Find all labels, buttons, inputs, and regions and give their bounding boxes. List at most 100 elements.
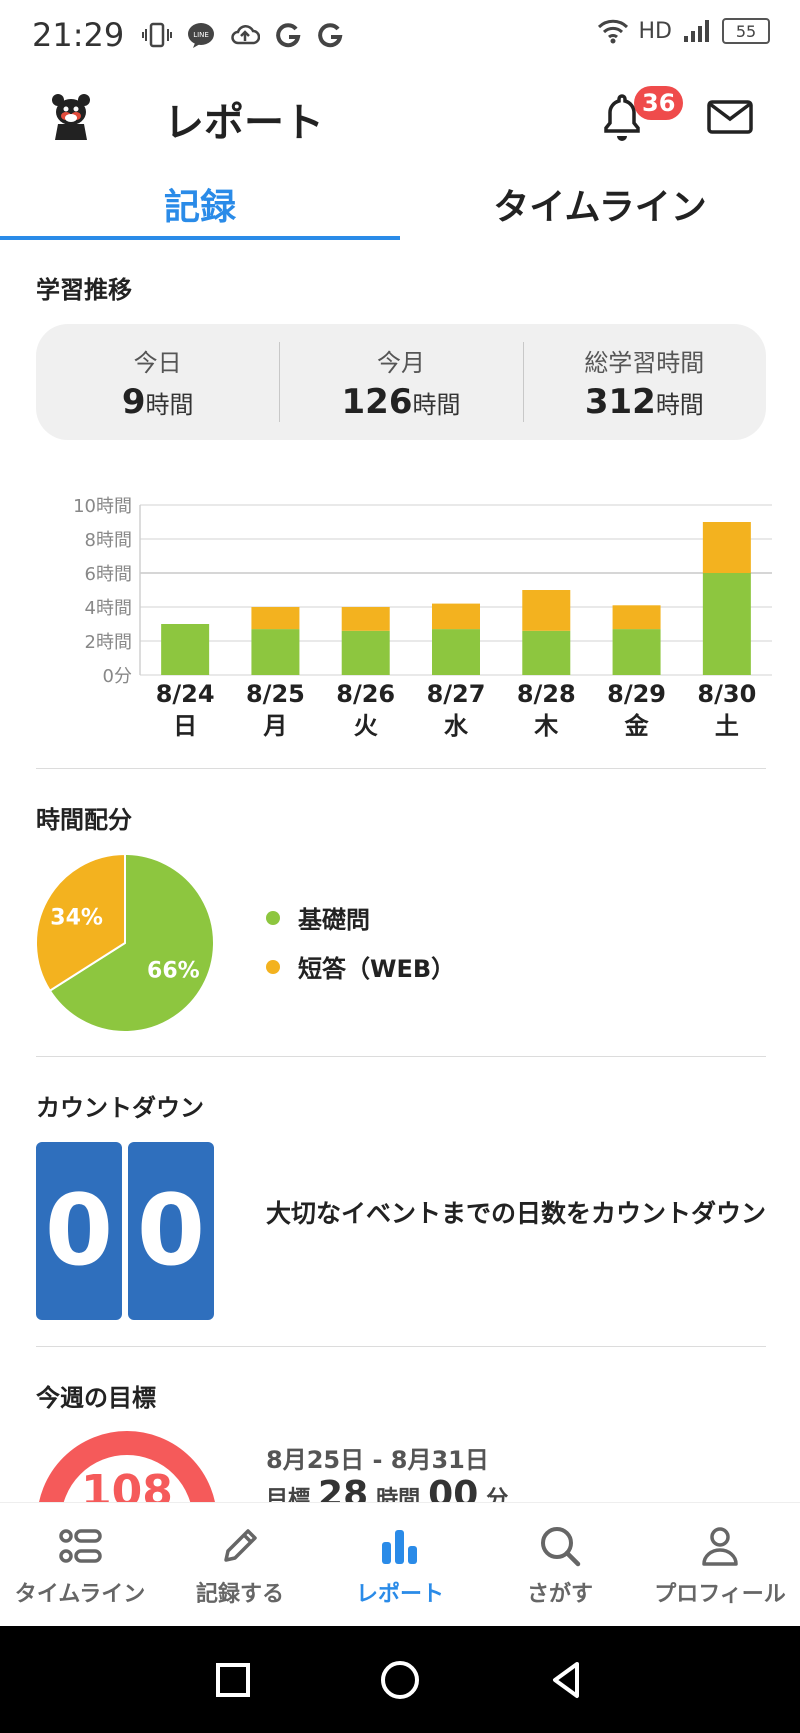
svg-text:LINE: LINE [193, 31, 209, 39]
vibrate-icon [142, 22, 173, 48]
bar-segment [522, 590, 571, 631]
stat-total: 総学習時間 312時間 [522, 324, 766, 440]
google-icon [318, 23, 343, 48]
nav-profile[interactable]: プロフィール [640, 1503, 800, 1626]
legend-dot-green [266, 910, 280, 925]
bar-segment [612, 605, 661, 630]
x-tick-label: 8/26 [336, 680, 395, 708]
stat-number: 312 [584, 381, 656, 422]
top-tabs: 記録 タイムライン [0, 168, 800, 240]
nav-record[interactable]: 記録する [160, 1503, 320, 1626]
pie-slice-label: 66% [147, 959, 200, 984]
nav-label: プロフィール [654, 1581, 786, 1607]
x-tick-label: 8/27 [427, 680, 486, 708]
y-tick-label: 8時間 [85, 530, 132, 551]
section-title-weekly-goal: 今週の目標 [36, 1384, 156, 1412]
x-day-label: 金 [624, 712, 650, 740]
status-time: 21:29 [32, 16, 125, 54]
bar-segment [432, 629, 480, 675]
profile-icon [702, 1526, 738, 1566]
stat-month: 今月 126時間 [279, 324, 522, 440]
stat-unit: 時間 [412, 390, 461, 419]
countdown-description[interactable]: 大切なイベントまでの日数をカウントダウン [266, 1199, 767, 1228]
stat-label: 今日 [133, 348, 182, 377]
stat-number: 126 [341, 381, 413, 422]
goal-progress-ring: 108 [36, 1430, 218, 1502]
bar-segment [702, 573, 751, 675]
back-icon[interactable] [545, 1658, 589, 1702]
x-day-label: 月 [262, 712, 287, 740]
stat-number: 9 [121, 381, 146, 422]
stat-unit: 時間 [145, 390, 194, 419]
legend-dot-orange [266, 959, 280, 974]
divider [36, 768, 766, 769]
countdown-digit[interactable]: 0 [128, 1142, 214, 1320]
bar-segment [432, 603, 480, 630]
avatar[interactable] [48, 90, 94, 142]
legend-label: 短答（WEB） [298, 955, 456, 983]
stat-value: 9時間 [122, 382, 194, 422]
stats-card: 今日 9時間 今月 126時間 総学習時間 312時間 [36, 324, 766, 440]
nav-report[interactable]: レポート [320, 1503, 480, 1626]
bar-segment [612, 629, 661, 675]
distribution-pie-chart: 66% 34% [35, 852, 215, 1033]
x-tick-label: 8/25 [246, 680, 305, 708]
stat-label: 総学習時間 [584, 348, 705, 377]
bar-segment [522, 630, 571, 675]
divider [36, 1346, 766, 1347]
tab-timeline[interactable]: タイムライン [493, 187, 707, 228]
x-day-label: 日 [173, 712, 197, 740]
x-day-label: 水 [444, 712, 469, 740]
section-title-distribution: 時間配分 [36, 806, 132, 834]
y-tick-label: 2時間 [85, 632, 132, 653]
pie-legend: 基礎問 短答（WEB） [266, 900, 455, 998]
pencil-icon [224, 1528, 257, 1562]
stat-today: 今日 9時間 [36, 324, 279, 440]
notification-badge: 36 [634, 86, 684, 120]
line-icon: LINE [188, 23, 215, 48]
pie-slice-label: 34% [50, 905, 103, 930]
legend-label: 基礎問 [298, 906, 370, 934]
bar-segment [251, 629, 300, 675]
section-title-countdown: カウントダウン [36, 1094, 204, 1122]
cloud-upload-icon [231, 25, 261, 45]
bell-icon[interactable] [600, 92, 644, 142]
divider [36, 1056, 766, 1057]
x-tick-label: 8/28 [517, 680, 576, 708]
x-tick-label: 8/30 [697, 680, 756, 708]
pie-slice [35, 852, 126, 993]
battery-level: 55 [735, 21, 757, 41]
goal-ring-graphic: 108 [39, 1431, 215, 1502]
goal-ring-value: 108 [81, 1466, 173, 1502]
bar-segment [341, 607, 390, 631]
status-system-icons: HD 55 [597, 18, 770, 44]
legend-item: 基礎問 [266, 900, 455, 935]
battery-icon: 55 [722, 18, 770, 44]
stat-value: 126時間 [342, 382, 461, 422]
nav-timeline[interactable]: タイムライン [0, 1503, 160, 1626]
countdown-digit[interactable]: 0 [36, 1142, 122, 1320]
bar-segment [251, 607, 300, 630]
google-icon [276, 23, 301, 48]
wifi-icon [597, 19, 628, 44]
stat-label: 今月 [376, 348, 425, 377]
search-icon [541, 1526, 581, 1566]
recent-apps-icon[interactable] [211, 1658, 255, 1702]
tab-record[interactable]: 記録 [0, 168, 400, 240]
status-bar: 21:29 LINE HD 55 [0, 0, 800, 70]
nav-label: さがす [526, 1581, 593, 1607]
y-tick-label: 4時間 [85, 598, 132, 619]
x-day-label: 土 [715, 712, 739, 740]
signal-icon [684, 20, 709, 42]
mail-icon[interactable] [706, 92, 754, 142]
system-navigation-bar [0, 1626, 800, 1733]
y-tick-label: 6時間 [85, 564, 132, 585]
goal-date-range: 8月25日 - 8月31日 [266, 1446, 489, 1474]
nav-search[interactable]: さがす [480, 1503, 640, 1626]
study-bar-chart: 0分 2時間 4時間 6時間 8時間 10時間 8/24 日 8/25 月 8/26 火 8/27 水 8/… [73, 496, 772, 740]
network-type: HD [638, 18, 672, 44]
section-title-study-trend: 学習推移 [36, 276, 132, 304]
home-icon[interactable] [378, 1658, 422, 1702]
nav-label: タイムライン [14, 1581, 146, 1607]
x-day-label: 火 [354, 712, 378, 740]
